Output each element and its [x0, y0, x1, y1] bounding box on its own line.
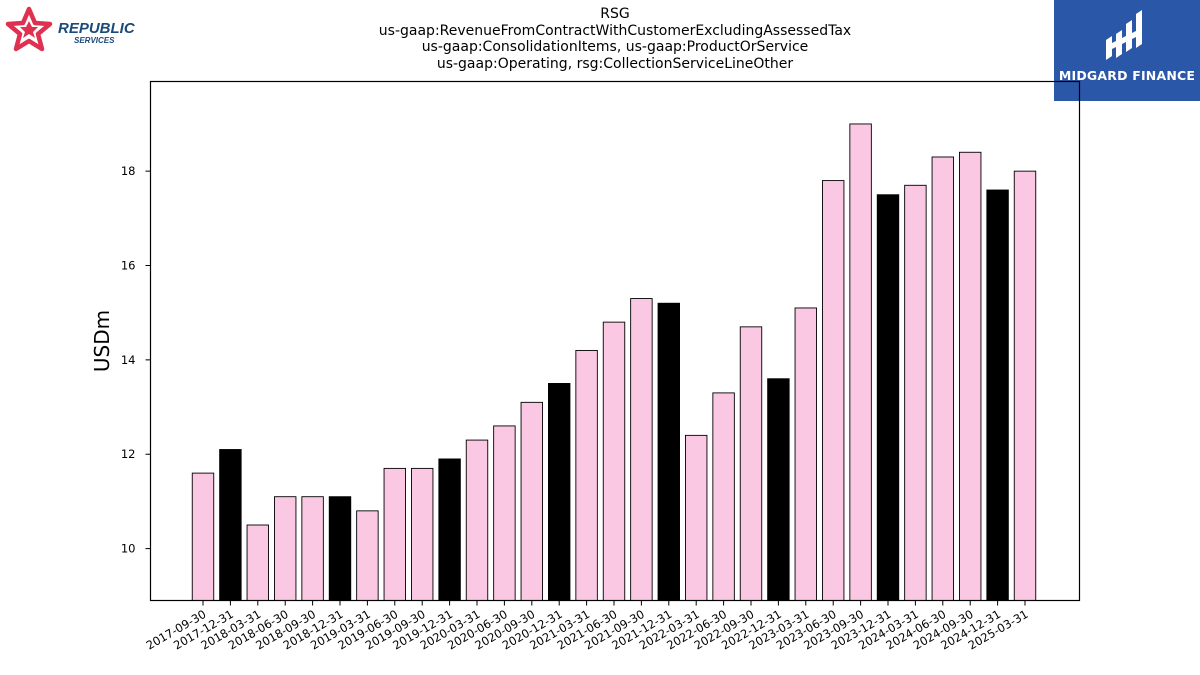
bar [602, 321, 626, 601]
bar [493, 425, 516, 601]
bar [657, 302, 680, 601]
bar [959, 151, 982, 601]
bar [548, 383, 571, 601]
midgard-finance-logo: MIDGARD FINANCE [1054, 0, 1200, 101]
midgard-mark-icon [1106, 10, 1142, 60]
bar [411, 467, 434, 601]
bar [822, 180, 845, 601]
chart-title: RSG us-gaap:RevenueFromContractWithCusto… [0, 6, 1200, 73]
bar [520, 401, 543, 601]
bar [191, 472, 215, 601]
logo-word-services: SERVICES [74, 36, 115, 45]
bar [1013, 170, 1037, 601]
y-axis: 10 12 14 16 18 [121, 164, 151, 556]
bar [383, 467, 406, 601]
title-line: us-gaap:Operating, rsg:CollectionService… [436, 56, 794, 73]
bar [986, 189, 1009, 601]
bar [739, 326, 763, 601]
republic-star-icon: REPUBLIC SERVICES [5, 6, 136, 52]
bar [246, 524, 270, 601]
bar [767, 378, 790, 601]
bar [685, 434, 708, 601]
x-axis: 2017-09-302017-12-312018-03-312018-06-30… [144, 600, 1031, 653]
y-tick-label: 18 [121, 164, 136, 178]
bars-layer [191, 123, 1037, 601]
bar [849, 123, 872, 601]
republic-services-logo: REPUBLIC SERVICES [4, 6, 144, 54]
bar [794, 307, 817, 601]
bar [219, 449, 242, 601]
bar [356, 510, 379, 601]
bar [328, 496, 352, 601]
y-tick-label: 12 [121, 447, 136, 461]
bar [630, 298, 653, 601]
bar [274, 496, 297, 601]
bar [931, 156, 954, 601]
y-axis-label: USDm [90, 310, 114, 372]
midgard-logo-text: MIDGARD FINANCE [1058, 68, 1196, 83]
title-line: us-gaap:ConsolidationItems, us-gaap:Prod… [421, 39, 809, 56]
bar [465, 439, 489, 601]
title-line: us-gaap:RevenueFromContractWithCustomerE… [378, 22, 852, 39]
plot-frame [149, 80, 1081, 602]
y-tick-label: 14 [121, 353, 136, 367]
y-tick-label: 16 [121, 259, 136, 273]
bar [575, 349, 598, 601]
bar [904, 184, 927, 601]
logo-word-republic: REPUBLIC [58, 20, 136, 37]
y-tick-label: 10 [121, 542, 136, 556]
bar [712, 392, 735, 601]
title-line: RSG [600, 6, 630, 22]
bar [876, 194, 900, 601]
bar [301, 496, 324, 601]
bar [438, 458, 461, 601]
